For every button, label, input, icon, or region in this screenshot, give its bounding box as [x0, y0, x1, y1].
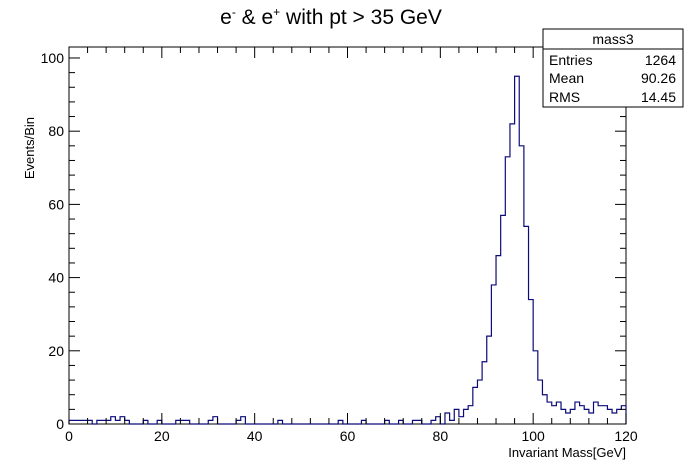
y-axis-ticks	[69, 57, 626, 425]
stats-rms-label: RMS	[549, 89, 580, 105]
stats-mean-label: Mean	[549, 70, 584, 86]
y-axis-label: Events/Bin	[22, 117, 37, 179]
histogram-line	[68, 75, 627, 425]
y-tick-label: 40	[48, 270, 64, 286]
y-tick-label: 0	[56, 416, 64, 432]
stats-entries-value: 1264	[645, 52, 676, 68]
title-part-rest: with pt > 35 GeV	[280, 6, 442, 29]
title-sup-plus: +	[273, 5, 280, 19]
stats-box-title: mass3	[592, 31, 633, 47]
stats-box-frame	[542, 28, 684, 108]
x-axis-ticks	[68, 47, 627, 424]
x-tick-label: 100	[521, 428, 545, 444]
stats-box: mass3 Entries 1264 Mean 90.26 RMS 14.45	[542, 28, 684, 108]
stats-rms-value: 14.45	[641, 89, 676, 105]
plot-frame	[68, 46, 627, 425]
y-tick-label: 60	[48, 196, 64, 212]
y-axis-tick-labels: 0 20 40 60 80 100	[41, 50, 65, 432]
x-axis-tick-labels: 0 20 40 60 80 100 120	[65, 428, 638, 444]
y-tick-label: 100	[41, 50, 65, 66]
stats-entries-label: Entries	[549, 52, 593, 68]
title-sup-minus: -	[232, 5, 236, 19]
y-tick-label: 80	[48, 123, 64, 139]
title-part-base: e	[220, 6, 232, 29]
stats-mean-value: 90.26	[641, 70, 676, 86]
x-tick-label: 0	[65, 428, 73, 444]
x-tick-label: 80	[433, 428, 449, 444]
x-tick-label: 40	[247, 428, 263, 444]
x-tick-label: 60	[340, 428, 356, 444]
title-part-mid: & e	[236, 6, 273, 29]
chart-title: e- & e+ with pt > 35 GeV	[220, 5, 442, 29]
y-tick-label: 20	[48, 343, 64, 359]
x-tick-label: 20	[154, 428, 170, 444]
x-axis-label: Invariant Mass[GeV]	[508, 445, 626, 460]
x-tick-label: 120	[614, 428, 638, 444]
